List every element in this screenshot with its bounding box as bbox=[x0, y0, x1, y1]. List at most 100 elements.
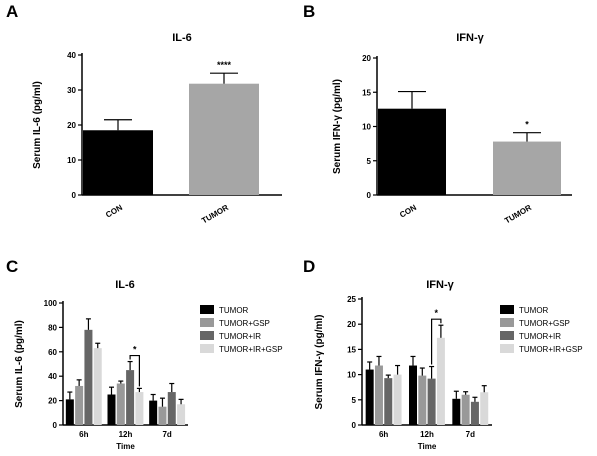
y-tick-label: 10 bbox=[362, 123, 371, 132]
category-label: CON bbox=[398, 203, 418, 220]
legend-entry: TUMOR+GSP bbox=[519, 319, 570, 328]
category-label: 7d bbox=[466, 430, 475, 439]
panel-label-a: A bbox=[6, 2, 18, 21]
y-axis-label: Serum IL-6 (pg/ml) bbox=[14, 320, 25, 408]
legend-swatch bbox=[200, 318, 214, 327]
legend-entry: TUMOR+GSP bbox=[219, 319, 270, 328]
bar-7d-series-2 bbox=[167, 392, 176, 425]
y-tick-label: 25 bbox=[347, 295, 356, 304]
category-label: 7d bbox=[162, 430, 171, 439]
y-axis-label: Serum IL-6 (pg/ml) bbox=[32, 81, 43, 169]
y-tick-label: 100 bbox=[44, 299, 58, 308]
significance-marker: **** bbox=[217, 60, 232, 70]
legend-entry: TUMOR bbox=[519, 306, 549, 315]
category-label: CON bbox=[104, 203, 124, 220]
chart-title: IL-6 bbox=[172, 32, 192, 44]
legend-entry: TUMOR+IR+GSP bbox=[519, 345, 583, 354]
bar-12h-series-2 bbox=[126, 370, 135, 425]
bar-tumor bbox=[189, 83, 259, 195]
bar-con bbox=[378, 108, 446, 195]
y-tick-label: 20 bbox=[347, 320, 356, 329]
y-tick-label: 20 bbox=[362, 54, 371, 63]
bar-7d-series-1 bbox=[461, 394, 470, 425]
y-tick-label: 40 bbox=[48, 372, 57, 381]
chart-panel-c: IL-6 Serum IL-6 (pg/ml) 0 20 40 60 80 100 6h 12h 7… bbox=[14, 279, 283, 451]
category-label: 12h bbox=[420, 430, 434, 439]
category-label: 12h bbox=[119, 430, 133, 439]
x-axis-label: Time bbox=[116, 442, 135, 451]
bar-12h-series-1 bbox=[418, 375, 427, 425]
bar-12h-series-3 bbox=[135, 392, 144, 425]
panel-label-c: C bbox=[6, 257, 18, 276]
bar-con bbox=[83, 130, 153, 195]
significance-bracket bbox=[431, 318, 442, 365]
bar-tumor bbox=[493, 141, 561, 195]
y-tick-label: 15 bbox=[362, 88, 371, 97]
chart-title: IFN-γ bbox=[456, 32, 484, 44]
y-tick-label: 0 bbox=[367, 191, 372, 200]
y-tick-label: 5 bbox=[352, 396, 357, 405]
significance-marker: * bbox=[434, 308, 438, 318]
significance-marker: * bbox=[133, 345, 137, 355]
bar-7d-series-3 bbox=[480, 392, 489, 425]
bar-12h-series-0 bbox=[107, 394, 116, 425]
bar-7d-series-1 bbox=[158, 406, 167, 425]
chart-panel-a: IL-6 Serum IL-6 (pg/ml) 0 10 20 30 40 CON **** TU… bbox=[32, 32, 282, 225]
x-axis-label: Time bbox=[418, 442, 437, 451]
y-tick-label: 0 bbox=[53, 421, 58, 430]
legend-entry: TUMOR+IR bbox=[219, 332, 261, 341]
category-label: TUMOR bbox=[200, 203, 230, 226]
legend-swatch bbox=[200, 331, 214, 340]
bar-12h-series-0 bbox=[409, 365, 417, 425]
y-axis-label: Serum IFN-γ (pg/ml) bbox=[332, 79, 343, 174]
significance-marker: * bbox=[525, 120, 529, 130]
bar-6h-series-3 bbox=[93, 348, 102, 425]
bar-12h-series-2 bbox=[427, 378, 436, 425]
panel-label-b: B bbox=[303, 2, 315, 21]
bar-6h-series-0 bbox=[65, 399, 74, 425]
legend-swatch bbox=[200, 305, 214, 314]
y-tick-label: 60 bbox=[48, 348, 57, 357]
panel-label-d: D bbox=[303, 257, 315, 276]
y-tick-label: 10 bbox=[67, 156, 76, 165]
bar-6h-series-1 bbox=[75, 385, 84, 425]
y-tick-label: 20 bbox=[48, 397, 57, 406]
y-tick-label: 5 bbox=[367, 157, 372, 166]
legend-swatch bbox=[500, 318, 514, 327]
category-label: 6h bbox=[379, 430, 388, 439]
category-label: TUMOR bbox=[503, 203, 533, 226]
bar-7d-series-0 bbox=[452, 398, 461, 425]
y-tick-label: 15 bbox=[347, 345, 356, 354]
chart-panel-b: IFN-γ Serum IFN-γ (pg/ml) 0 5 10 15 20 CON * TUMO… bbox=[332, 32, 572, 225]
bar-12h-series-3 bbox=[436, 337, 445, 425]
y-axis-label: Serum IFN-γ (pg/ml) bbox=[314, 314, 325, 409]
legend-swatch bbox=[200, 344, 214, 353]
y-tick-label: 30 bbox=[67, 86, 76, 95]
bar-6h-series-1 bbox=[374, 365, 383, 425]
chart-panel-d: IFN-γ Serum IFN-γ (pg/ml) 0 5 10 15 20 25 6h 12h 7… bbox=[314, 279, 583, 451]
bar-6h-series-2 bbox=[384, 378, 393, 425]
y-tick-label: 10 bbox=[347, 371, 356, 380]
significance-bracket bbox=[129, 354, 140, 387]
category-label: 6h bbox=[79, 430, 88, 439]
y-tick-label: 0 bbox=[352, 421, 357, 430]
chart-title: IL-6 bbox=[115, 279, 135, 291]
chart-title: IFN-γ bbox=[426, 279, 454, 291]
y-tick-label: 40 bbox=[67, 51, 76, 60]
bar-7d-series-0 bbox=[149, 400, 158, 425]
legend-swatch bbox=[500, 305, 514, 314]
legend-entry: TUMOR+IR+GSP bbox=[219, 345, 283, 354]
y-tick-label: 80 bbox=[48, 323, 57, 332]
bar-7d-series-2 bbox=[470, 401, 479, 425]
bar-7d-series-3 bbox=[177, 404, 186, 425]
bar-6h-series-3 bbox=[393, 374, 402, 425]
legend-entry: TUMOR+IR bbox=[519, 332, 561, 341]
bar-12h-series-1 bbox=[116, 383, 125, 425]
legend-swatch bbox=[500, 331, 514, 340]
bar-6h-series-0 bbox=[365, 369, 374, 425]
y-tick-label: 0 bbox=[72, 191, 77, 200]
y-tick-label: 20 bbox=[67, 121, 76, 130]
legend-entry: TUMOR bbox=[219, 306, 249, 315]
